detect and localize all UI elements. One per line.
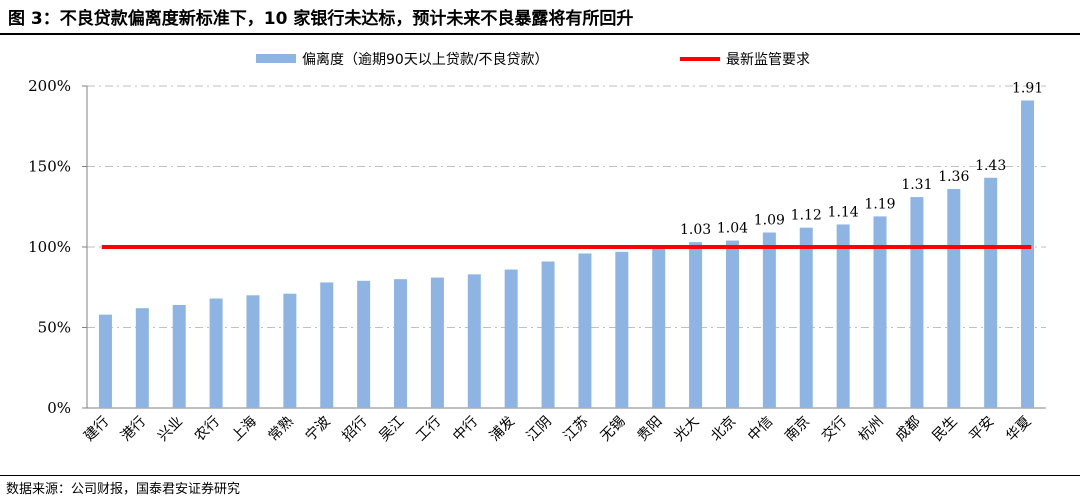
bar [762, 232, 776, 408]
bar [1021, 100, 1035, 409]
category-label: 农行 [192, 414, 223, 445]
bar [578, 253, 592, 408]
data-label: 1.12 [791, 208, 822, 224]
y-tick-label: 100% [28, 238, 71, 256]
category-label: 江苏 [561, 414, 592, 445]
category-label: 杭州 [856, 414, 887, 445]
data-label: 1.19 [864, 196, 895, 212]
bar [320, 282, 334, 408]
data-label: 1.91 [1012, 80, 1043, 96]
category-label: 港行 [118, 414, 149, 445]
category-label: 贵阳 [634, 414, 665, 445]
bar [504, 269, 518, 408]
data-label: 1.03 [680, 222, 711, 238]
category-label: 兴业 [155, 414, 186, 445]
x-axis-categories: 建行 港行 兴业 农行 上海 常熟 宁波 招行 吴江 工行 中行 浦发 江阴 江苏 无锡 贵阳 光大 北京 中信 南京… [81, 413, 1034, 445]
data-labels: 1.03 1.04 1.09 1.12 1.14 1.19 1.31 1.36 1.43 1.91 [680, 80, 1043, 238]
category-label: 浦发 [487, 414, 518, 445]
bar [947, 189, 961, 408]
category-label: 无锡 [598, 414, 629, 445]
category-label: 平安 [966, 414, 997, 445]
bar [836, 224, 850, 408]
bar [541, 261, 555, 408]
legend: 偏离度（逾期90天以上贷款/不良贷款） 最新监管要求 [256, 51, 810, 68]
category-label: 交行 [818, 413, 850, 445]
bar [98, 314, 112, 408]
y-tick-label: 0% [47, 399, 71, 417]
figure-title: 图 3：不良贷款偏离度新标准下，10 家银行未达标，预计未来不良暴露将有所回升 [8, 9, 634, 29]
category-label: 北京 [708, 414, 739, 445]
bar [615, 251, 629, 408]
legend-line-label: 最新监管要求 [726, 52, 810, 68]
footer-rule [0, 475, 1080, 476]
category-label: 上海 [229, 414, 260, 445]
bar [910, 197, 924, 408]
bar [984, 177, 998, 408]
bar [652, 248, 666, 408]
data-label: 1.04 [717, 221, 748, 237]
category-label: 南京 [782, 414, 813, 445]
data-label: 1.43 [975, 158, 1006, 174]
bar [209, 298, 223, 408]
y-axis-ticks: 0% 50% 100% 150% 200% [28, 77, 87, 417]
category-label: 成都 [893, 414, 924, 445]
bar [873, 216, 887, 408]
data-label: 1.36 [938, 169, 969, 185]
category-label: 光大 [671, 414, 702, 445]
category-label: 中信 [745, 414, 776, 445]
bar [799, 227, 813, 408]
source-note: 数据来源：公司财报，国泰君安证券研究 [6, 482, 241, 497]
category-label: 建行 [81, 414, 112, 445]
bar [725, 240, 739, 408]
data-label: 1.09 [754, 213, 785, 229]
bar [430, 277, 444, 408]
data-label: 1.14 [828, 204, 859, 220]
y-tick-label: 150% [28, 158, 71, 176]
category-label: 工行 [413, 414, 444, 445]
bar [246, 295, 260, 408]
bar [172, 304, 186, 408]
bar-chart: 0%50%100%150%200% 1.03 1.041.09 1.12 1.141.… [28, 51, 1046, 445]
bar [135, 308, 149, 408]
title-rule [0, 33, 1080, 35]
y-tick-label: 50% [38, 319, 71, 337]
data-label: 1.31 [901, 177, 932, 193]
category-label: 吴江 [376, 414, 407, 445]
category-label: 中行 [450, 414, 481, 445]
bar [283, 293, 297, 408]
category-label: 常熟 [266, 414, 297, 445]
bar [689, 242, 703, 408]
legend-bar-label: 偏离度（逾期90天以上贷款/不良贷款） [302, 51, 549, 68]
category-label: 宁波 [302, 413, 334, 445]
bar [467, 274, 481, 408]
bar [394, 279, 408, 408]
legend-bar-swatch [256, 54, 296, 63]
y-tick-label: 200% [28, 77, 71, 95]
category-label: 华夏 [1003, 414, 1034, 445]
category-label: 招行 [339, 414, 370, 445]
bars [98, 100, 1035, 409]
category-label: 江阴 [524, 414, 555, 445]
bar [357, 280, 371, 408]
category-label: 民生 [930, 414, 961, 445]
